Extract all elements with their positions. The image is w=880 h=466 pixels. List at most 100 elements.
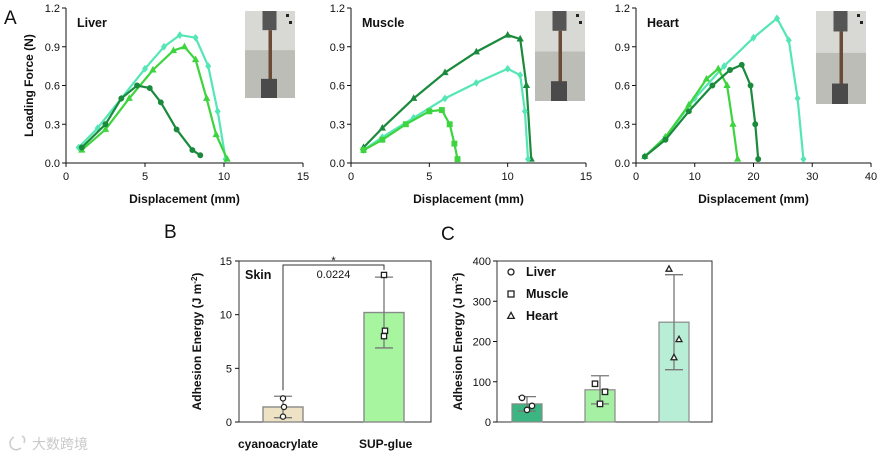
data-point	[669, 353, 679, 361]
y-tick-label: 0.0	[330, 158, 345, 170]
data-point	[410, 94, 418, 101]
data-point	[601, 388, 609, 396]
photo-marker-dot	[286, 14, 289, 17]
legend-label: Liver	[526, 265, 556, 279]
x-tick-label: 15	[580, 171, 592, 183]
data-point	[794, 94, 801, 103]
data-point	[727, 67, 733, 73]
x-tick-label: 0	[63, 171, 69, 183]
data-point	[518, 394, 526, 402]
data-point	[378, 124, 386, 131]
photo-lower-clamp	[551, 81, 567, 101]
liver-force-chart: 0.0 0.3 0.6 0.9 1.2 0 5 10 15 Displacement (mm) Lo…	[22, 3, 309, 206]
data-point	[380, 271, 388, 279]
data-point	[528, 402, 536, 410]
data-point	[191, 55, 200, 63]
x-tick-label: 10	[218, 171, 230, 183]
y-tick-label: 0.3	[330, 119, 345, 131]
y-tick-label: 10	[220, 310, 232, 322]
data-point	[738, 61, 745, 68]
x-axis-label: Displacement (mm)	[698, 192, 809, 206]
data-point	[729, 120, 737, 127]
test-setup-photo	[245, 11, 295, 98]
y-tick-label: 0.3	[615, 119, 630, 131]
test-setup-photo	[535, 11, 585, 101]
data-point	[279, 395, 287, 402]
data-point	[522, 81, 531, 88]
legend-label: Heart	[526, 309, 559, 323]
photo-marker-dot	[289, 21, 292, 24]
data-point	[125, 94, 133, 101]
data-point	[223, 155, 231, 162]
x-tick-label: 5	[142, 171, 148, 183]
x-tick-label: 40	[865, 171, 877, 183]
data-point	[714, 64, 722, 72]
series-line	[77, 34, 227, 160]
category-label: SUP-glue	[359, 437, 413, 451]
x-tick-label: 20	[747, 171, 759, 183]
series-line	[644, 67, 739, 160]
series-line	[362, 67, 530, 160]
photo-tissue-sample	[558, 30, 562, 85]
data-point	[441, 68, 449, 76]
series-triangle	[78, 42, 231, 162]
data-point	[160, 42, 167, 51]
panel-label-a: A	[4, 8, 17, 29]
x-axis-label: Displacement (mm)	[129, 192, 240, 206]
data-point	[723, 81, 731, 88]
y-axis-label-superscript: -2	[190, 276, 199, 284]
data-point	[280, 403, 288, 411]
data-point	[750, 33, 757, 42]
panel-label-c: C	[441, 224, 455, 245]
data-point	[438, 107, 445, 113]
data-point	[442, 94, 448, 103]
chart-title: Muscle	[362, 16, 404, 30]
y-tick-label: 0.6	[615, 81, 630, 93]
panel-label-b: B	[164, 222, 177, 243]
y-tick-label: 100	[473, 377, 491, 389]
data-point	[721, 62, 728, 71]
photo-tissue-sample	[839, 31, 843, 88]
data-point	[279, 413, 287, 420]
y-tick-label: 0	[485, 417, 491, 429]
data-point	[504, 64, 511, 73]
data-point	[142, 64, 148, 73]
tissue-adhesion-chart: 0 100 200 300 400 Adhesion Energy (J m-2) Live…	[451, 256, 713, 429]
x-tick-label: 30	[806, 171, 818, 183]
x-tick-label: 0	[348, 171, 354, 183]
data-point	[78, 144, 85, 151]
photo-upper-clamp	[262, 11, 277, 31]
y-tick-label: 1.2	[615, 3, 630, 15]
y-tick-label: 15	[220, 256, 232, 268]
series-circle	[78, 82, 204, 159]
y-tick-label: 0.6	[45, 81, 60, 93]
photo-lower-clamp	[832, 83, 848, 104]
data-point	[525, 155, 532, 164]
data-point	[641, 153, 648, 160]
data-point	[149, 65, 157, 73]
photo-upper-clamp	[833, 11, 848, 32]
watermark: 大数跨境	[9, 435, 88, 452]
legend-marker	[507, 268, 515, 276]
data-point	[214, 107, 221, 116]
data-point	[180, 42, 189, 50]
x-axis-label: Displacement (mm)	[413, 192, 524, 206]
series-line	[81, 45, 229, 160]
photo-marker-dot	[860, 21, 863, 24]
data-point	[454, 156, 461, 163]
data-point	[118, 95, 125, 102]
x-tick-label: 0	[633, 171, 639, 183]
data-point	[674, 334, 684, 343]
data-point	[379, 136, 386, 143]
data-point	[146, 85, 153, 92]
data-point	[202, 94, 211, 101]
muscle-force-chart: 0.0 0.3 0.6 0.9 1.2 0 5 10 15 Displacement (mm) Mu…	[330, 3, 592, 206]
data-point	[685, 108, 692, 115]
data-point	[197, 152, 204, 159]
y-tick-label: 1.2	[45, 3, 60, 15]
data-point	[134, 82, 141, 89]
data-point	[192, 33, 199, 42]
y-axis-label-end: )	[190, 273, 204, 277]
p-value-label: 0.0224	[317, 269, 351, 281]
